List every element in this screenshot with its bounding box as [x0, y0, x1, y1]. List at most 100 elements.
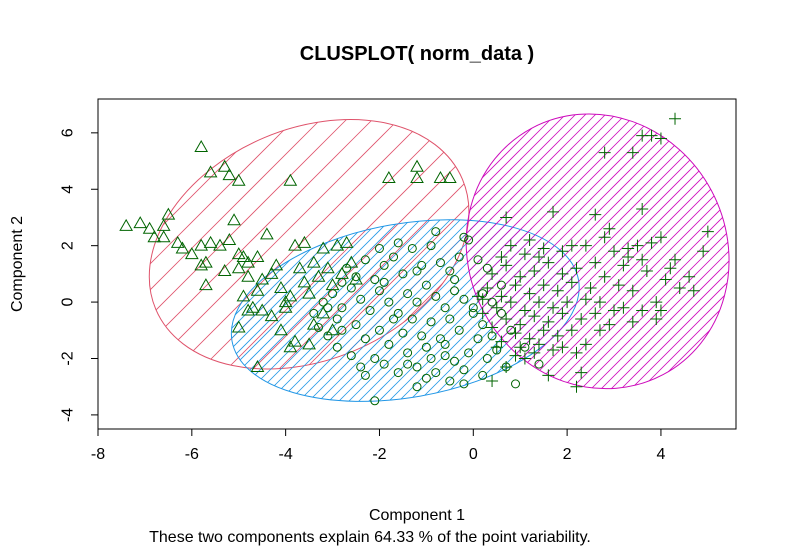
cluster-1-point [199, 278, 213, 291]
cluster-1-point [236, 289, 251, 302]
cluster-2-point [360, 255, 370, 265]
cluster-1-point [203, 165, 218, 178]
cluster-1-point [222, 233, 237, 246]
chart-subtitle: These two components explain 64.33 % of … [149, 529, 591, 546]
cluster-3-point [570, 262, 583, 275]
cluster-2-point [360, 370, 370, 380]
cluster-3-point [654, 304, 667, 317]
cluster-3-point [617, 301, 630, 314]
cluster-1-point [288, 334, 302, 347]
cluster-1-point [175, 241, 190, 254]
cluster-1-point [241, 269, 255, 282]
cluster-3-point [481, 281, 494, 294]
cluster-3-point [486, 267, 499, 280]
cluster-1-point [302, 286, 316, 299]
cluster-2-point [417, 260, 427, 270]
cluster-2-point [511, 379, 521, 389]
cluster-2-point [374, 325, 384, 335]
cluster-1-point [255, 303, 270, 316]
cluster-1-point [264, 309, 279, 322]
cluster-2-point [431, 291, 441, 301]
cluster-1-point [344, 255, 359, 268]
cluster-2-point [478, 320, 488, 330]
cluster-3-point [561, 296, 574, 309]
cluster-3-point [500, 259, 513, 272]
cluster-1-point [119, 218, 134, 231]
cluster-3-point [636, 253, 649, 266]
cluster-2-point [313, 322, 323, 332]
cluster-3-point [575, 313, 588, 325]
cluster-3-point [608, 245, 621, 258]
cluster-2-point [393, 308, 403, 318]
cluster-1-point [330, 238, 345, 251]
cluster-3-point [476, 293, 489, 306]
cluster-1-point [161, 207, 176, 220]
cluster-3-point [626, 284, 639, 297]
cluster-3-point [579, 338, 592, 351]
cluster-2-point [454, 252, 464, 262]
cluster-2-point [440, 339, 450, 349]
cluster-3-point [509, 327, 522, 340]
cluster-3-point [486, 375, 499, 388]
cluster-1-point [217, 264, 232, 277]
cluster-1-point [194, 258, 209, 271]
cluster-1-point [156, 218, 171, 231]
cluster-3-point [547, 344, 560, 357]
cluster-2-point [459, 379, 469, 389]
cluster-3-point [509, 279, 522, 292]
cluster-2-point [482, 263, 492, 273]
cluster-3-point [504, 296, 517, 309]
y-tick-label: 0 [60, 298, 77, 307]
cluster-3-point [579, 293, 592, 306]
cluster-2-point [459, 365, 469, 375]
cluster-2-point [351, 272, 361, 282]
cluster-2-point [454, 325, 464, 335]
cluster-3-point [593, 324, 606, 337]
cluster-1-point [297, 235, 312, 248]
cluster-1-point [156, 230, 171, 243]
cluster-1-point [410, 159, 424, 172]
cluster-1-point [227, 213, 241, 226]
cluster-2-point [426, 317, 436, 327]
cluster-2-point [379, 359, 389, 369]
cluster-1-point [199, 255, 213, 268]
cluster-1-point [283, 289, 298, 302]
cluster-3-point [565, 276, 578, 289]
cluster-3-point [687, 284, 700, 297]
x-tick-label: 0 [469, 446, 478, 463]
cluster-3-point [664, 262, 677, 275]
cluster-3-point [500, 360, 513, 373]
cluster-3-point [565, 324, 578, 337]
cluster-1-point [274, 280, 288, 293]
cluster-1-point [297, 275, 312, 288]
cluster-2-point [374, 243, 384, 253]
cluster-3-point [495, 335, 508, 348]
cluster-2-point [370, 396, 380, 406]
cluster-3-point [523, 234, 536, 247]
cluster-2-point [421, 373, 431, 383]
cluster-1-point [142, 221, 157, 234]
cluster-3-point [518, 352, 531, 365]
cluster-3-point [500, 313, 513, 325]
cluster-3-point [551, 329, 564, 342]
cluster-3-point [556, 307, 569, 320]
cluster-2-point [346, 351, 356, 361]
cluster-1-point [325, 278, 340, 291]
cluster-1-point [269, 258, 284, 271]
x-tick-label: 2 [563, 446, 572, 463]
cluster-1-point [250, 359, 265, 372]
y-tick-label: 6 [60, 128, 77, 137]
cluster-2-point [412, 266, 422, 276]
chart-title: CLUSPLOT( norm_data ) [300, 43, 534, 65]
cluster-2-point [328, 289, 338, 299]
cluster-2-point [407, 243, 417, 253]
cluster-1-point [231, 320, 246, 333]
cluster-2-point [445, 376, 455, 386]
cluster-2-point [370, 275, 380, 285]
cluster-2-point [482, 353, 492, 363]
cluster-3-point [532, 338, 545, 351]
cluster-3-point [490, 301, 503, 314]
